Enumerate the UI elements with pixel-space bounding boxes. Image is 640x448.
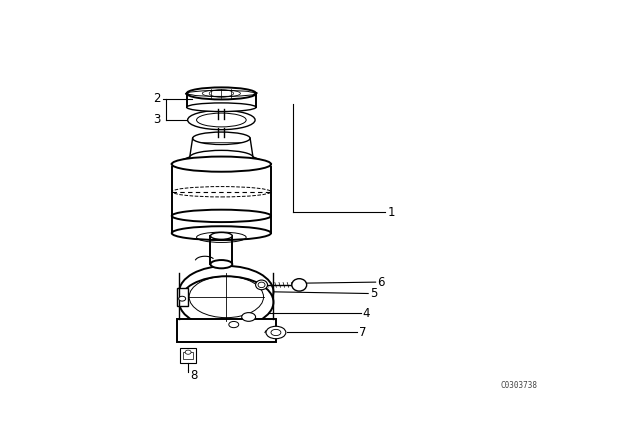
Ellipse shape: [172, 156, 271, 172]
Ellipse shape: [187, 103, 256, 112]
Ellipse shape: [189, 151, 253, 164]
Ellipse shape: [172, 210, 271, 222]
Ellipse shape: [179, 276, 273, 328]
Ellipse shape: [255, 280, 268, 290]
Text: 1: 1: [388, 206, 395, 219]
Text: 6: 6: [378, 276, 385, 289]
Ellipse shape: [266, 326, 286, 339]
Bar: [177, 319, 276, 342]
Ellipse shape: [228, 322, 239, 327]
Bar: [184, 352, 193, 359]
Ellipse shape: [211, 260, 232, 268]
Bar: [177, 289, 188, 306]
Text: 5: 5: [370, 287, 378, 300]
Ellipse shape: [188, 110, 255, 129]
Ellipse shape: [187, 87, 256, 99]
Ellipse shape: [185, 350, 191, 354]
Bar: [180, 348, 196, 363]
Ellipse shape: [193, 132, 250, 145]
Text: 4: 4: [363, 307, 370, 320]
Ellipse shape: [242, 313, 255, 321]
Ellipse shape: [172, 226, 271, 240]
Bar: [172, 167, 271, 233]
Text: C0303738: C0303738: [500, 381, 538, 390]
Ellipse shape: [211, 233, 232, 239]
Ellipse shape: [292, 279, 307, 291]
Text: 2: 2: [154, 92, 161, 105]
Ellipse shape: [179, 266, 273, 318]
Text: 8: 8: [191, 369, 198, 382]
Text: 7: 7: [359, 326, 366, 339]
Text: 3: 3: [154, 113, 161, 126]
Ellipse shape: [179, 296, 186, 301]
